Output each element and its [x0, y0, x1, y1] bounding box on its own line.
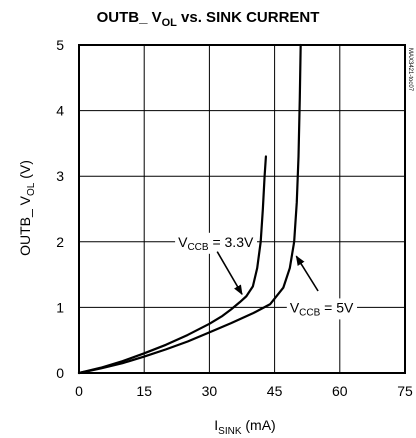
y-tick-label: 1	[56, 299, 64, 315]
annotation-background-1	[175, 232, 257, 254]
series-line-1	[77, 155, 268, 375]
series-line-2	[77, 43, 302, 375]
grid	[79, 45, 405, 373]
x-tick-label: 75	[397, 383, 413, 399]
chart-title-sub: OL	[162, 17, 178, 29]
y-ticks: 0 1 2 3 4 5	[56, 37, 64, 381]
y-axis-label-main: OUTB_ V	[17, 195, 33, 256]
x-axis-label-sub: SINK	[218, 426, 242, 437]
series-layer	[77, 43, 302, 375]
y-tick-label: 4	[56, 103, 64, 119]
chart-title-rest: vs. SINK CURRENT	[177, 9, 320, 26]
annotation-background-2	[286, 298, 358, 320]
chart-title-main: OUTB_ V	[97, 9, 162, 26]
annotation-rest: = 3.3V	[209, 234, 254, 250]
annotation-label-2: VCCB = 5V	[290, 299, 354, 318]
y-axis-label: OUTB_ VOL (V)	[17, 160, 37, 256]
x-axis-label: ISINK (mA)	[214, 417, 275, 437]
x-axis-label-main: I	[214, 417, 218, 433]
x-tick-label: 30	[202, 383, 218, 399]
annotation-main: V	[178, 234, 188, 250]
x-tick-label: 60	[332, 383, 348, 399]
annotation-rest: = 5V	[320, 299, 354, 315]
y-axis-label-rest: (V)	[17, 160, 33, 183]
plot-frame	[78, 44, 406, 374]
y-axis-label-sub: OL	[26, 182, 37, 196]
y-tick-label: 3	[56, 168, 64, 184]
x-ticks: 0 15 30 45 60 75	[75, 383, 413, 399]
annotation-arrow-2	[295, 255, 319, 292]
x-tick-label: 0	[75, 383, 83, 399]
figure-id: MAX3421-toc07	[407, 48, 413, 92]
x-tick-label: 15	[136, 383, 152, 399]
annotation-main: V	[290, 299, 300, 315]
y-tick-label: 2	[56, 234, 64, 250]
y-tick-label: 0	[56, 365, 64, 381]
x-axis-label-rest: (mA)	[242, 417, 276, 433]
annotation-sub: CCB	[187, 242, 208, 253]
chart-title: OUTB_ VOL vs. SINK CURRENT	[97, 9, 320, 29]
x-tick-label: 45	[267, 383, 283, 399]
annotation-sub: CCB	[299, 307, 320, 318]
annotation-arrow-1	[216, 251, 243, 296]
annotation-label-1: VCCB = 3.3V	[178, 234, 254, 253]
y-tick-label: 5	[56, 37, 64, 53]
